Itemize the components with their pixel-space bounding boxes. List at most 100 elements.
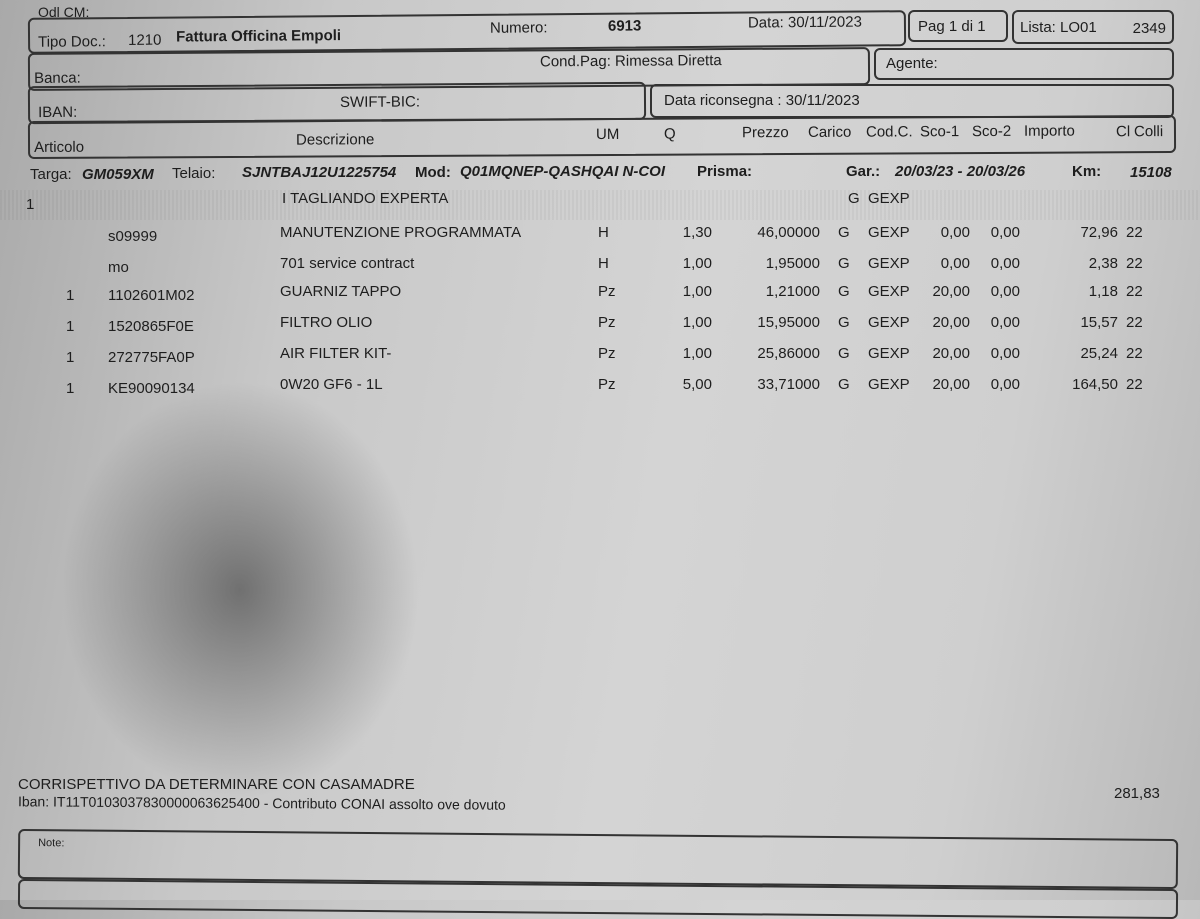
cell-carico: G	[838, 283, 850, 301]
cell-descr: 701 service contract	[280, 254, 415, 272]
cell-um: H	[598, 224, 609, 241]
cell-descr: AIR FILTER KIT-	[280, 344, 392, 362]
col-importo: Importo	[1023, 122, 1075, 140]
cell-prezzo: 15,95000	[757, 314, 820, 332]
col-articolo: Articolo	[34, 138, 85, 156]
cell-q: 1,00	[682, 344, 712, 362]
cell-importo: 15,57	[1080, 314, 1118, 332]
table-row: 1 KE90090134 0W20 GF6 - 1L Pz 5,00 33,71000 G G…	[0, 374, 1200, 404]
cell-sco2: 0,00	[990, 254, 1020, 272]
col-codc: Cod.C.	[865, 123, 913, 141]
gar: 20/03/23 - 20/03/26	[895, 163, 1026, 180]
cell-art: 272775FA0P	[108, 348, 195, 366]
group-descr: I TAGLIANDO EXPERTA	[282, 190, 449, 207]
cell-carico: G	[838, 344, 850, 362]
cell-q: 1,30	[682, 224, 712, 241]
total: 281,83	[1114, 785, 1160, 802]
cell-cl: 22	[1126, 344, 1143, 362]
table-row: 1 272775FA0P AIR FILTER KIT- Pz 1,00 25,86000…	[0, 343, 1200, 373]
cell-sco2: 0,00	[990, 375, 1020, 393]
tipo-doc-code: 1210	[127, 31, 162, 49]
pagina: Pag 1 di 1	[918, 18, 986, 35]
cell-n: 1	[66, 348, 75, 366]
cell-q: 1,00	[682, 254, 712, 272]
cell-cl: 22	[1126, 375, 1143, 393]
group-codc: GEXP	[868, 190, 910, 207]
agente-box: Agente:	[874, 48, 1174, 80]
tipo-doc-name: Fattura Officina Empoli	[175, 27, 342, 46]
agente-label: Agente:	[886, 55, 938, 72]
telaio: SJNTBAJ12U1225754	[242, 164, 397, 181]
cell-codc: GEXP	[868, 375, 910, 393]
table-row: mo 701 service contract H 1,00 1,95000 G GEXP 0…	[0, 251, 1200, 281]
cell-codc: GEXP	[868, 254, 910, 272]
banca-label: Banca:	[33, 69, 81, 87]
cell-cl: 22	[1126, 254, 1143, 272]
cell-descr: MANUTENZIONE PROGRAMMATA	[280, 224, 522, 241]
data: Data: 30/11/2023	[747, 13, 862, 32]
cell-sco1: 20,00	[932, 314, 970, 332]
cell-q: 1,00	[682, 314, 712, 332]
prisma-label: Prisma:	[697, 163, 753, 180]
col-sco2: Sco-2	[971, 122, 1012, 141]
cell-descr: 0W20 GF6 - 1L	[280, 375, 383, 393]
cell-prezzo: 33,71000	[757, 375, 820, 393]
col-colli: Colli	[1133, 123, 1164, 141]
cell-sco1: 20,00	[932, 283, 970, 301]
cell-sco2: 0,00	[990, 283, 1020, 301]
cell-codc: GEXP	[868, 224, 910, 241]
group-row: 1 I TAGLIANDO EXPERTA G GEXP	[0, 190, 1200, 220]
cell-sco1: 20,00	[932, 344, 970, 362]
targa: GM059XM	[82, 166, 154, 183]
cell-descr: FILTRO OLIO	[280, 314, 373, 332]
riconsegna-box: Data riconsegna : 30/11/2023	[650, 84, 1174, 118]
cell-carico: G	[838, 224, 850, 241]
group-num: 1	[26, 196, 35, 213]
mod: Q01MQNEP-QASHQAI N-COI	[460, 163, 666, 180]
cell-sco2: 0,00	[990, 224, 1020, 241]
gar-label: Gar.:	[846, 163, 881, 180]
col-q: Q	[663, 125, 676, 143]
cell-um: Pz	[598, 283, 616, 301]
targa-label: Targa:	[30, 166, 72, 183]
cell-q: 5,00	[682, 375, 712, 393]
col-descrizione: Descrizione	[295, 131, 375, 149]
table-row: s09999 MANUTENZIONE PROGRAMMATA H 1,30 46,00…	[0, 220, 1200, 250]
cell-descr: GUARNIZ TAPPO	[280, 283, 402, 301]
cell-prezzo: 1,21000	[765, 283, 820, 301]
cell-importo: 72,96	[1080, 224, 1118, 241]
cell-cl: 22	[1126, 283, 1143, 301]
cell-art: s09999	[108, 228, 158, 245]
cell-n: 1	[66, 287, 75, 305]
cell-prezzo: 25,86000	[757, 344, 820, 362]
lista-box: Lista: LO01 2349	[1012, 10, 1174, 44]
iban-label: IBAN:	[38, 103, 78, 122]
cell-sco2: 0,00	[990, 344, 1020, 362]
cell-carico: G	[838, 314, 850, 332]
cell-carico: G	[838, 254, 850, 272]
shadow	[60, 380, 420, 800]
cell-cl: 22	[1126, 224, 1143, 241]
vehicle-info: Targa: GM059XM Telaio: SJNTBAJ12U1225754…	[0, 162, 1200, 192]
cell-art: 1102601M02	[108, 287, 195, 305]
cell-art: mo	[108, 258, 129, 276]
cell-importo: 1,18	[1088, 283, 1118, 301]
col-um: UM	[595, 125, 620, 144]
cell-sco1: 0,00	[940, 224, 970, 241]
table-row: 1 1102601M02 GUARNIZ TAPPO Pz 1,00 1,21000 G GE…	[0, 281, 1200, 311]
cell-codc: GEXP	[868, 283, 910, 301]
col-carico: Carico	[807, 123, 852, 141]
cell-um: Pz	[598, 344, 616, 362]
cell-n: 1	[66, 318, 75, 336]
cell-importo: 2,38	[1088, 254, 1118, 272]
mod-label: Mod:	[415, 164, 451, 181]
cell-importo: 25,24	[1080, 344, 1118, 362]
swift-label: SWIFT-BIC:	[339, 93, 421, 111]
cell-codc: GEXP	[868, 314, 910, 332]
footer-line2: Iban: IT11T0103037830000063625400 - Cont…	[17, 793, 506, 813]
cell-importo: 164,50	[1072, 375, 1118, 393]
km: 15108	[1130, 164, 1172, 181]
footer-line1: CORRISPETTIVO DA DETERMINARE CON CASAMAD…	[18, 776, 415, 793]
cell-codc: GEXP	[868, 344, 910, 362]
lista-label: Lista: LO01	[1020, 19, 1097, 36]
